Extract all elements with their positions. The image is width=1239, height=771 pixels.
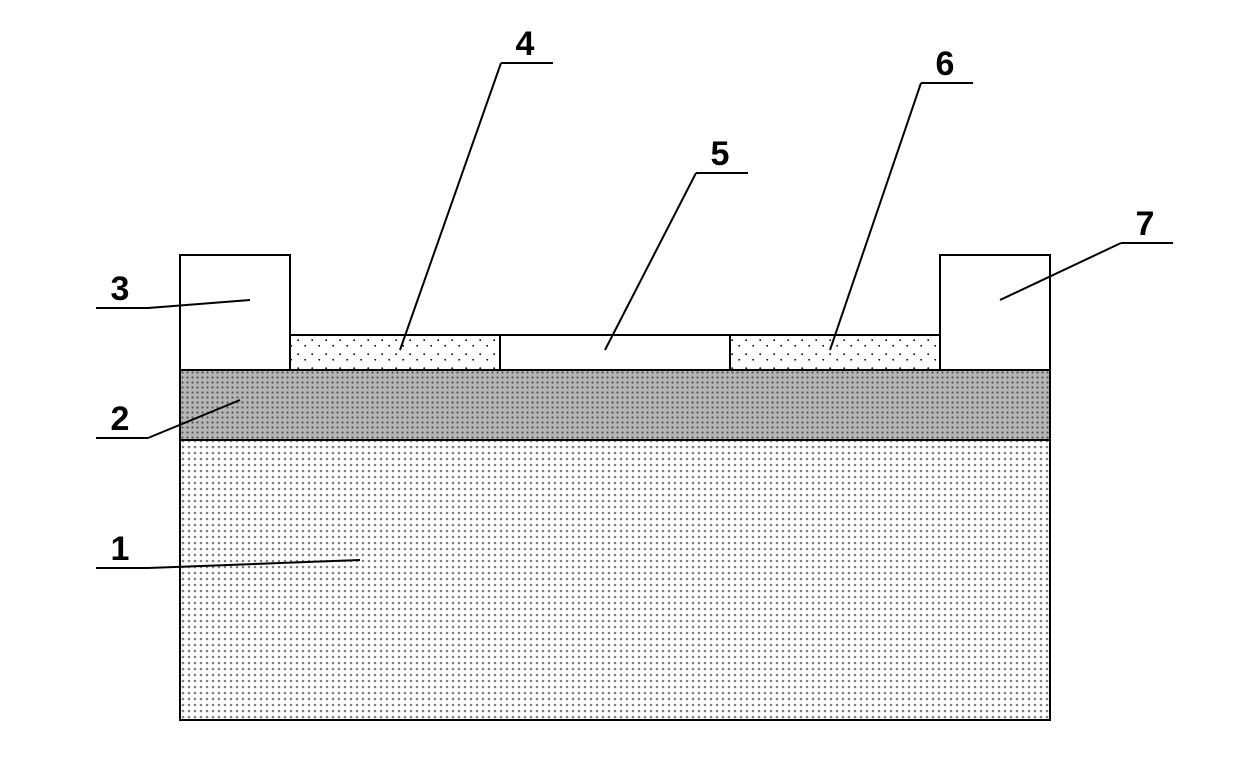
gate-leader <box>605 173 696 350</box>
right-spacer <box>730 335 940 370</box>
left-spacer <box>290 335 500 370</box>
gate <box>500 335 730 370</box>
right-spacer-label: 6 <box>936 45 955 83</box>
right-contact <box>940 255 1050 370</box>
left-contact-label: 3 <box>111 270 130 308</box>
right-spacer-leader <box>830 83 921 350</box>
channel-layer-label: 2 <box>111 400 130 438</box>
channel-layer <box>180 370 1050 440</box>
right-contact-label: 7 <box>1136 205 1155 243</box>
left-contact <box>180 255 290 370</box>
left-spacer-leader <box>400 63 501 350</box>
left-spacer-label: 4 <box>516 25 535 63</box>
substrate-label: 1 <box>111 530 130 568</box>
substrate <box>180 440 1050 720</box>
gate-label: 5 <box>711 135 730 173</box>
cross-section-diagram: 1 2 3 4 5 6 7 <box>0 0 1239 771</box>
